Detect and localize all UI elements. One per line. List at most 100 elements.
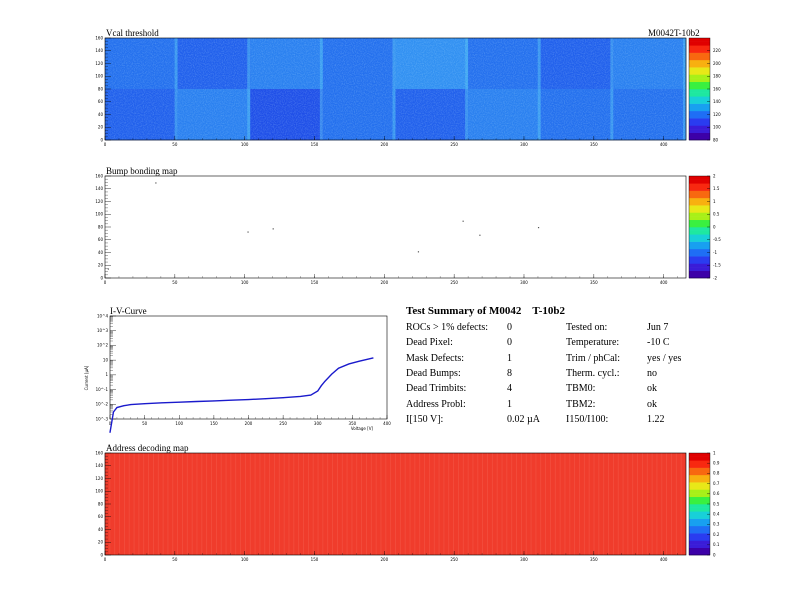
summary-left-value: 0 — [507, 337, 512, 349]
iv-data-point — [230, 399, 232, 401]
iv-x-tick-label: 200 — [245, 421, 253, 426]
palette-tick-label: 100 — [713, 125, 721, 130]
y-tick-label: 20 — [98, 263, 104, 268]
palette-tick-label: 0 — [713, 552, 716, 557]
y-tick-label: 140 — [95, 48, 103, 53]
palette-swatch — [689, 41, 710, 46]
iv-y-tick-label: 10^-2 — [96, 402, 109, 407]
palette-swatch — [689, 248, 710, 253]
iv-x-tick-label: 150 — [210, 421, 218, 426]
y-tick-label: 60 — [98, 237, 104, 242]
palette-swatch — [689, 518, 710, 523]
palette-swatch — [689, 205, 710, 210]
palette-swatch — [689, 485, 710, 490]
palette-tick-label: 1 — [713, 450, 716, 455]
palette-swatch — [689, 267, 710, 272]
iv-data-point — [348, 363, 350, 365]
palette-tick-label: 0 — [713, 224, 716, 229]
iv-x-tick-label: 300 — [314, 421, 322, 426]
iv-data-point — [372, 357, 374, 359]
dead-bump-pixel — [247, 231, 249, 233]
y-tick-label: 60 — [98, 514, 104, 519]
y-tick-label: 0 — [100, 137, 103, 142]
x-tick-label: 250 — [450, 280, 458, 285]
y-tick-label: 160 — [95, 450, 103, 455]
y-tick-label: 140 — [95, 463, 103, 468]
y-tick-label: 120 — [95, 61, 103, 66]
x-tick-label: 0 — [104, 142, 107, 147]
y-tick-label: 0 — [100, 552, 103, 557]
summary-left-value: 1 — [507, 352, 512, 364]
palette-tick-label: 0.2 — [713, 532, 720, 537]
palette-swatch — [689, 179, 710, 184]
summary-right-value: ok — [647, 398, 657, 410]
palette-tick-label: 140 — [713, 99, 721, 104]
iv-curve-title: I-V-Curve — [110, 306, 147, 316]
summary-left-label: I[150 V]: — [406, 413, 444, 425]
palette-tick-label: 0.9 — [713, 461, 720, 466]
iv-data-point — [265, 398, 267, 400]
palette-swatch — [689, 245, 710, 250]
palette-swatch — [689, 52, 710, 57]
y-tick-label: 80 — [98, 224, 104, 229]
summary-right-label: TBM2: — [566, 398, 596, 410]
palette-tick-label: 0.5 — [713, 212, 720, 217]
y-tick-label: 80 — [98, 501, 104, 506]
palette-tick-label: -1 — [713, 250, 717, 255]
y-tick-label: 20 — [98, 125, 104, 130]
palette-swatch — [689, 92, 710, 97]
summary-title-prefix: Test Summary of M0042 — [406, 305, 522, 317]
palette-swatch — [689, 482, 710, 487]
bump-background — [105, 176, 686, 278]
palette-swatch — [689, 45, 710, 50]
x-tick-label: 50 — [172, 280, 178, 285]
palette-swatch — [689, 274, 710, 279]
summary-left-value: 8 — [507, 367, 512, 379]
palette-swatch — [689, 507, 710, 512]
summary-right-label: Tested on: — [566, 322, 608, 333]
palette-tick-label: 180 — [713, 74, 721, 79]
palette-tick-label: -0.5 — [713, 237, 721, 242]
x-tick-label: 200 — [381, 280, 389, 285]
iv-data-point — [109, 432, 111, 434]
palette-swatch — [689, 67, 710, 72]
iv-data-point — [144, 403, 146, 405]
palette-swatch — [689, 121, 710, 126]
summary-right-value: -10 C — [647, 337, 670, 349]
y-tick-label: 120 — [95, 476, 103, 481]
y-tick-label: 40 — [98, 250, 104, 255]
palette-swatch — [689, 78, 710, 83]
palette-tick-label: 0.4 — [713, 512, 720, 517]
palette-tick-label: -1.5 — [713, 263, 721, 268]
palette-swatch — [689, 107, 710, 112]
palette-swatch — [689, 270, 710, 275]
palette-swatch — [689, 125, 710, 130]
dead-bump-pixel — [272, 228, 274, 230]
x-tick-label: 250 — [450, 142, 458, 147]
iv-data-point — [282, 397, 284, 399]
palette-swatch — [689, 38, 710, 42]
palette-swatch — [689, 460, 710, 465]
palette-swatch — [689, 263, 710, 268]
summary-left-label: Dead Pixel: — [406, 337, 453, 349]
dead-bump-pixel — [537, 227, 540, 229]
palette-swatch — [689, 234, 710, 239]
palette-swatch — [689, 56, 710, 61]
palette-tick-label: 0.7 — [713, 481, 720, 486]
x-tick-label: 200 — [381, 142, 389, 147]
iv-y-tick-label: 10^-3 — [96, 416, 109, 421]
palette-swatch — [689, 511, 710, 516]
palette-swatch — [689, 132, 710, 137]
summary-right-value: yes / yes — [647, 352, 682, 364]
iv-data-point — [365, 359, 367, 361]
palette-swatch — [689, 237, 710, 242]
summary-left-label: Dead Trimbits: — [406, 383, 467, 395]
palette-tick-label: 1.5 — [713, 186, 720, 191]
y-tick-label: 100 — [95, 212, 103, 217]
palette-tick-label: 160 — [713, 86, 721, 91]
summary-right-value: 1.22 — [647, 413, 665, 425]
dead-bump-pixel — [417, 251, 420, 253]
palette-swatch — [689, 489, 710, 494]
iv-data-point — [299, 395, 301, 397]
